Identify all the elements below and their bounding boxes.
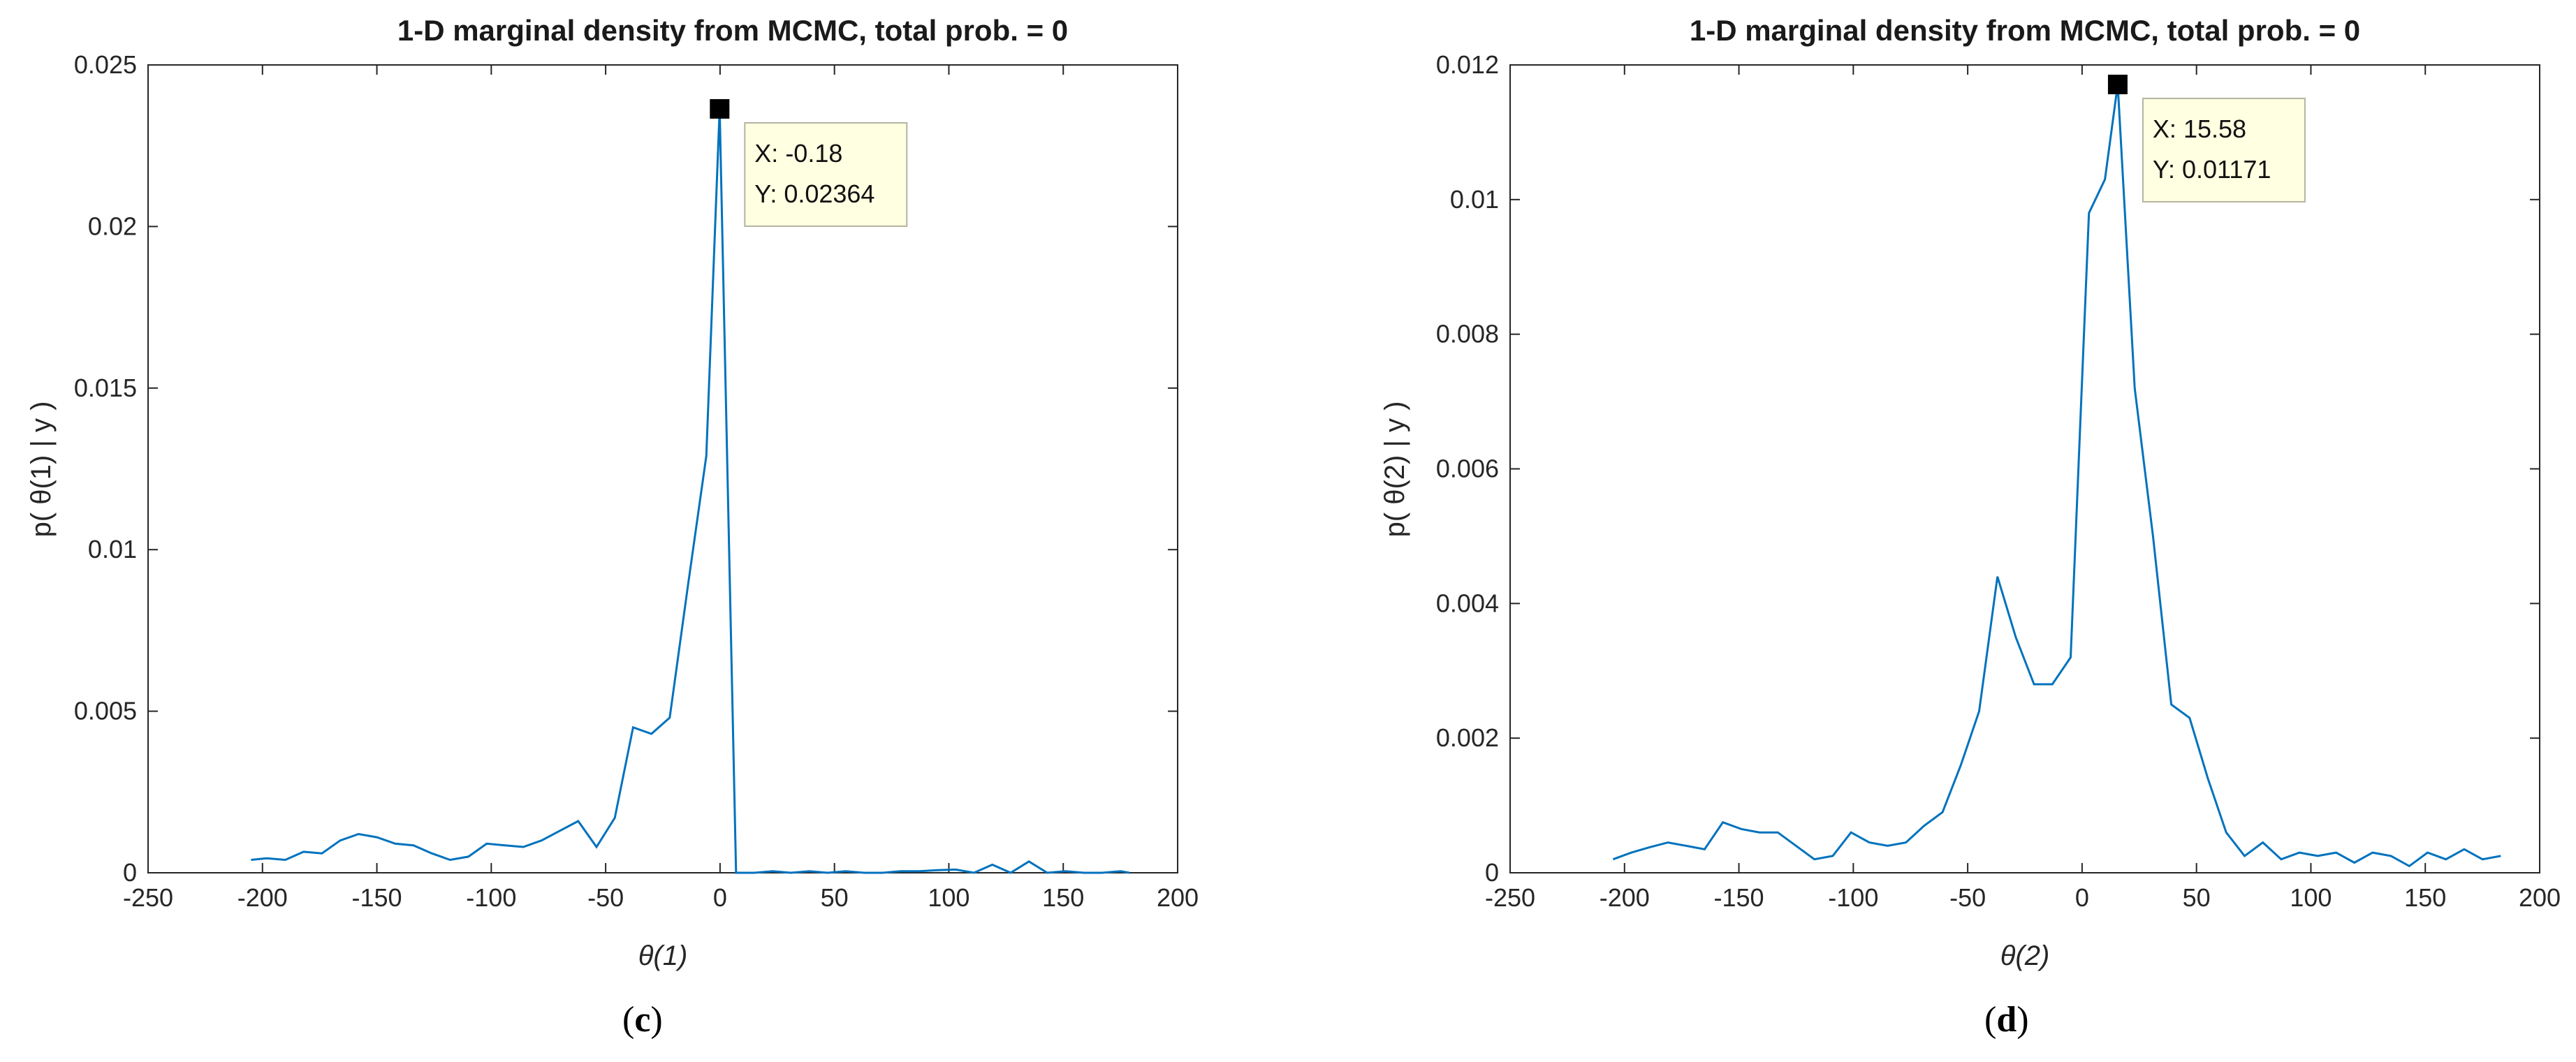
x-tick-label: -200 xyxy=(237,883,288,912)
chart-title: 1-D marginal density from MCMC, total pr… xyxy=(1690,14,2360,47)
x-tick-label: -250 xyxy=(123,883,173,912)
x-tick-label: 150 xyxy=(1042,883,1084,912)
x-axis-label: θ(1) xyxy=(638,941,688,971)
x-tick-label: -250 xyxy=(1485,883,1535,912)
x-tick-label: 200 xyxy=(2519,883,2561,912)
x-tick-label: 100 xyxy=(928,883,969,912)
x-tick-label: 150 xyxy=(2404,883,2446,912)
y-tick-label: 0.015 xyxy=(74,374,137,402)
plot-area xyxy=(147,64,1178,873)
data-tip[interactable]: X: -0.18 Y: 0.02364 xyxy=(710,98,908,227)
y-tick-label: 0.005 xyxy=(74,697,137,725)
data-tip-box xyxy=(2142,97,2306,202)
data-tip-box xyxy=(744,121,908,227)
y-tick-label: 0.025 xyxy=(74,50,137,79)
chart-panel-d: 1-D marginal density from MCMC, total pr… xyxy=(1380,14,2561,1040)
density-line xyxy=(1612,84,2501,868)
density-line xyxy=(251,108,1130,874)
y-tick-label: 0 xyxy=(1485,858,1499,887)
y-tick-label: 0.01 xyxy=(88,535,137,563)
x-tick-group: -250 -200 -150 -100 -50 0 50 100 150 200 xyxy=(123,65,1199,912)
x-tick-label: -150 xyxy=(352,883,402,912)
x-tick-label: -150 xyxy=(1714,883,1764,912)
y-tick-label: 0.008 xyxy=(1436,320,1499,348)
y-tick-label: 0.02 xyxy=(88,212,137,240)
y-tick-label: 0.006 xyxy=(1436,455,1499,483)
data-tip-x-label: X: -0.18 xyxy=(754,139,842,168)
y-tick-label: 0.004 xyxy=(1436,589,1499,617)
y-tick-group: 0 0.002 0.004 0.006 0.008 0.01 0.012 xyxy=(1436,50,2540,887)
x-tick-label: 200 xyxy=(1157,883,1199,912)
x-tick-label: -50 xyxy=(587,883,624,912)
x-axis-label: θ(2) xyxy=(2000,941,2050,971)
data-tip-y-label: Y: 0.01171 xyxy=(2153,155,2271,184)
panel-caption-letter: c xyxy=(634,1000,650,1040)
y-tick-group: 0 0.005 0.01 0.015 0.02 0.025 xyxy=(74,50,1178,887)
chart-title: 1-D marginal density from MCMC, total pr… xyxy=(397,14,1068,47)
x-tick-group: -250 -200 -150 -100 -50 0 50 100 150 200 xyxy=(1485,65,2561,912)
y-tick-label: 0 xyxy=(123,858,137,887)
panel-caption: (d) xyxy=(1984,1000,2029,1040)
x-tick-label: 0 xyxy=(713,883,727,912)
x-tick-label: 50 xyxy=(821,883,849,912)
data-tip-y-label: Y: 0.02364 xyxy=(754,179,874,208)
data-tip[interactable]: X: 15.58 Y: 0.01171 xyxy=(2107,74,2306,202)
y-tick-label: 0.01 xyxy=(1450,185,1499,214)
data-tip-x-label: X: 15.58 xyxy=(2153,115,2246,143)
plot-area xyxy=(1509,64,2540,873)
x-tick-label: 0 xyxy=(2075,883,2089,912)
x-tick-label: 100 xyxy=(2290,883,2332,912)
x-tick-label: -200 xyxy=(1600,883,1650,912)
data-tip-marker[interactable] xyxy=(710,98,730,119)
y-axis-label: p( θ(2) | y ) xyxy=(1380,401,1410,538)
panel-caption-letter: d xyxy=(1996,1000,2017,1040)
y-tick-label: 0.002 xyxy=(1436,723,1499,752)
data-tip-marker[interactable] xyxy=(2107,74,2128,94)
x-tick-label: -100 xyxy=(466,883,516,912)
panel-caption: (c) xyxy=(622,1000,663,1040)
chart-panel-c: 1-D marginal density from MCMC, total pr… xyxy=(26,14,1199,1040)
x-tick-label: -50 xyxy=(1949,883,1986,912)
y-tick-label: 0.012 xyxy=(1436,50,1499,79)
x-tick-label: 50 xyxy=(2183,883,2211,912)
y-axis-label: p( θ(1) | y ) xyxy=(26,401,57,538)
x-tick-label: -100 xyxy=(1828,883,1878,912)
